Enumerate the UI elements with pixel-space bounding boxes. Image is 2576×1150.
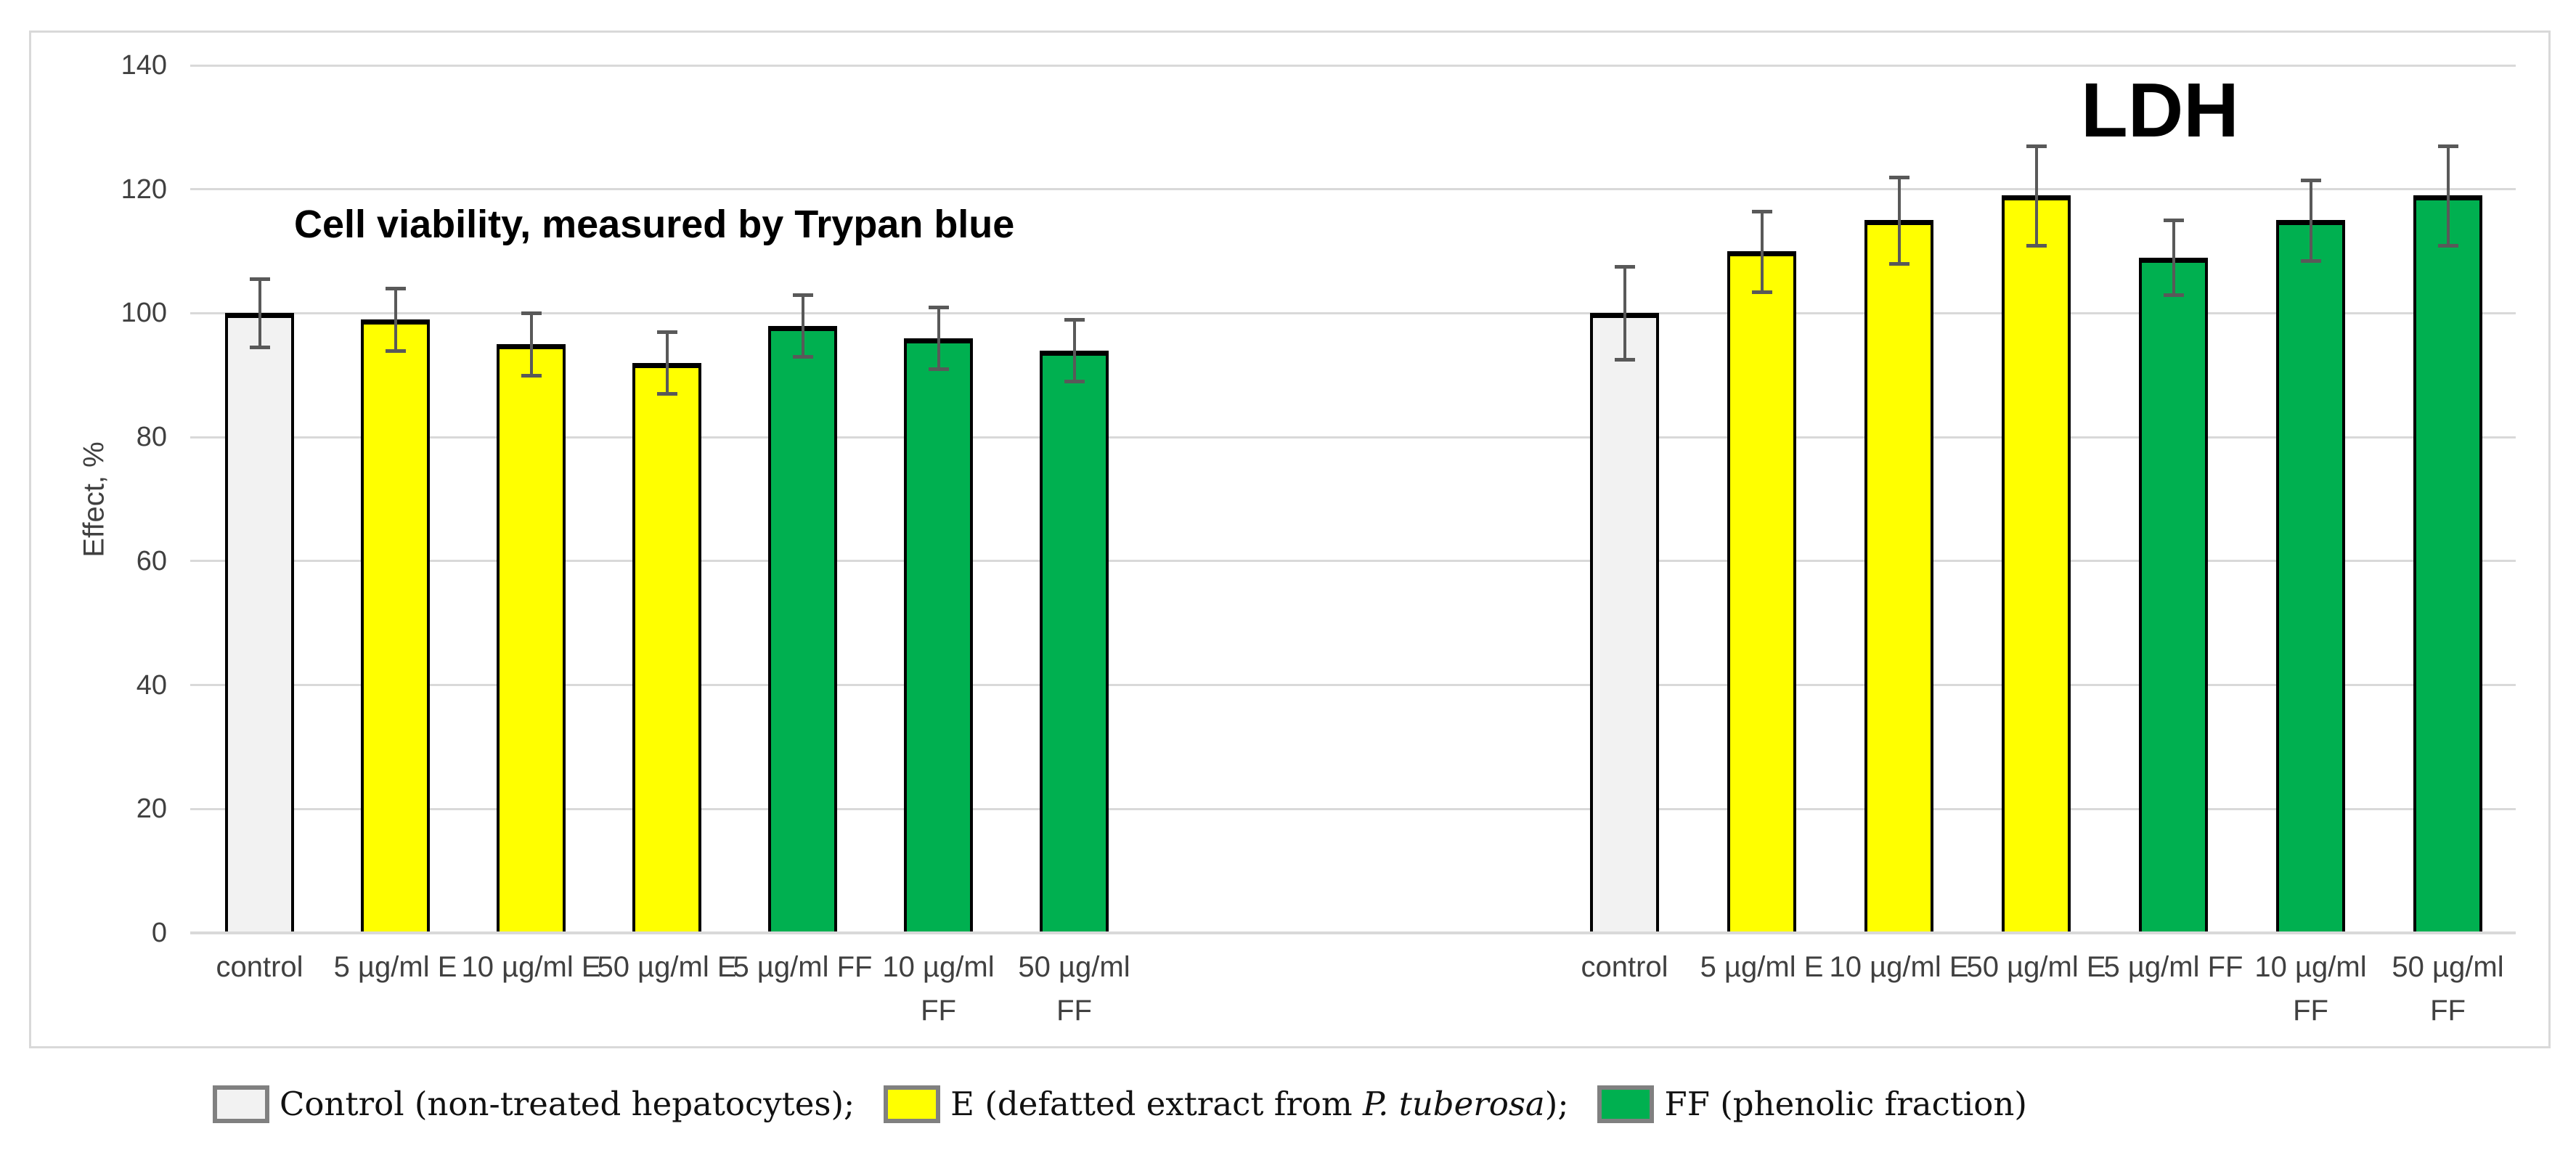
gridline	[190, 311, 2516, 314]
error-bar-cap-top	[1751, 209, 1772, 213]
error-bar-cap-bottom	[2026, 243, 2047, 248]
error-bar	[1760, 211, 1764, 292]
y-tick-label: 140	[121, 50, 167, 81]
x-axis-label: 5 µg/ml E	[1700, 951, 1824, 983]
error-bar-cap-top	[1888, 175, 1909, 179]
bar	[2413, 195, 2482, 933]
x-axis-label: 50 µg/ml FF	[1018, 951, 1130, 1027]
error-bar-cap-bottom	[1751, 290, 1772, 294]
bar	[497, 344, 566, 933]
y-tick-label: 60	[136, 545, 167, 576]
gridline	[190, 436, 2516, 439]
error-bar-cap-bottom	[2437, 243, 2458, 248]
x-axis-label: 5 µg/ml E	[333, 951, 457, 983]
error-bar-cap-top	[385, 287, 406, 291]
y-tick-label: 0	[151, 918, 167, 948]
error-bar	[2034, 145, 2038, 245]
error-bar-cap-bottom	[2163, 293, 2184, 297]
left-chart-title: Cell viability, measured by Trypan blue	[294, 203, 1015, 246]
gridline	[190, 684, 2516, 687]
bar	[2139, 257, 2208, 933]
x-axis-label: 50 µg/ml FF	[2392, 951, 2504, 1027]
x-axis-label: 10 µg/ml FF	[882, 951, 995, 1027]
bar	[361, 319, 430, 933]
error-bar-cap-bottom	[928, 367, 949, 372]
error-bar	[665, 332, 669, 394]
error-bar-cap-top	[2026, 144, 2047, 148]
bar	[2002, 195, 2071, 933]
error-bar	[801, 294, 804, 357]
x-axis-label: 10 µg/ml FF	[2254, 951, 2367, 1027]
x-axis-line	[190, 931, 2516, 934]
error-bar-cap-top	[2163, 219, 2184, 223]
error-bar-cap-bottom	[1614, 358, 1635, 362]
error-bar-cap-top	[2300, 178, 2321, 182]
error-bar-cap-bottom	[1064, 380, 1085, 384]
y-tick-label: 120	[121, 174, 167, 205]
error-bar	[394, 288, 397, 351]
error-bar-cap-top	[249, 277, 270, 282]
chart-frame	[29, 30, 2551, 1048]
error-bar-cap-top	[656, 330, 677, 335]
error-bar-cap-top	[792, 293, 813, 297]
error-bar-cap-bottom	[656, 392, 677, 396]
error-bar	[529, 313, 533, 375]
legend-swatch-E	[884, 1085, 941, 1123]
error-bar-cap-top	[2437, 144, 2458, 148]
gridline	[190, 188, 2516, 191]
x-axis-label: 10 µg/ml E	[1829, 951, 1969, 983]
bar	[225, 313, 294, 933]
bar	[1727, 251, 1796, 933]
gridline	[190, 807, 2516, 810]
legend-label-E: E (defatted extract from P. tuberosa);	[950, 1085, 1569, 1123]
legend-label-control: Control (non-treated hepatocytes);	[280, 1085, 855, 1123]
x-axis-label: control	[1581, 951, 1668, 983]
bar	[632, 362, 701, 933]
x-axis-label: 10 µg/ml E	[461, 951, 601, 983]
error-bar-cap-top	[1614, 265, 1635, 269]
gridline	[190, 64, 2516, 67]
error-bar	[1623, 266, 1626, 360]
error-bar	[937, 306, 940, 370]
y-tick-label: 20	[136, 794, 167, 825]
bar	[1040, 350, 1109, 933]
bar	[2276, 220, 2345, 933]
y-tick-label: 80	[136, 422, 167, 453]
error-bar-cap-top	[1064, 317, 1085, 322]
legend-swatch-control	[213, 1085, 269, 1123]
x-axis-label: 5 µg/ml FF	[733, 951, 873, 983]
error-bar-cap-bottom	[792, 355, 813, 359]
error-bar-cap-top	[928, 305, 949, 309]
y-axis-title: Effect, %	[78, 441, 110, 558]
error-bar	[1897, 176, 1901, 264]
bar	[904, 338, 973, 933]
error-bar-cap-bottom	[521, 373, 542, 378]
x-axis-label: control	[216, 951, 303, 983]
y-tick-label: 100	[121, 298, 167, 329]
right-chart-title: LDH	[2081, 68, 2239, 153]
error-bar	[258, 279, 261, 348]
gridline	[190, 560, 2516, 563]
error-bar-cap-bottom	[1888, 262, 1909, 266]
error-bar	[2172, 220, 2175, 295]
legend-label-FF: FF (phenolic fraction)	[1664, 1085, 2027, 1123]
legend: Control (non-treated hepatocytes); E (def…	[213, 1085, 2056, 1123]
x-axis-label: 50 µg/ml E	[597, 951, 737, 983]
y-tick-label: 40	[136, 669, 167, 701]
error-bar-cap-top	[521, 311, 542, 316]
x-axis-label: 5 µg/ml FF	[2103, 951, 2243, 983]
bar	[768, 325, 837, 933]
legend-swatch-FF	[1597, 1085, 1655, 1123]
error-bar	[2446, 145, 2450, 245]
x-axis-label: 50 µg/ml E	[1966, 951, 2106, 983]
error-bar-cap-bottom	[385, 348, 406, 353]
error-bar-cap-bottom	[2300, 258, 2321, 263]
error-bar-cap-bottom	[249, 346, 270, 350]
error-bar	[1072, 319, 1076, 382]
bar	[1864, 220, 1933, 933]
error-bar	[2309, 179, 2312, 261]
bar	[1590, 313, 1659, 933]
